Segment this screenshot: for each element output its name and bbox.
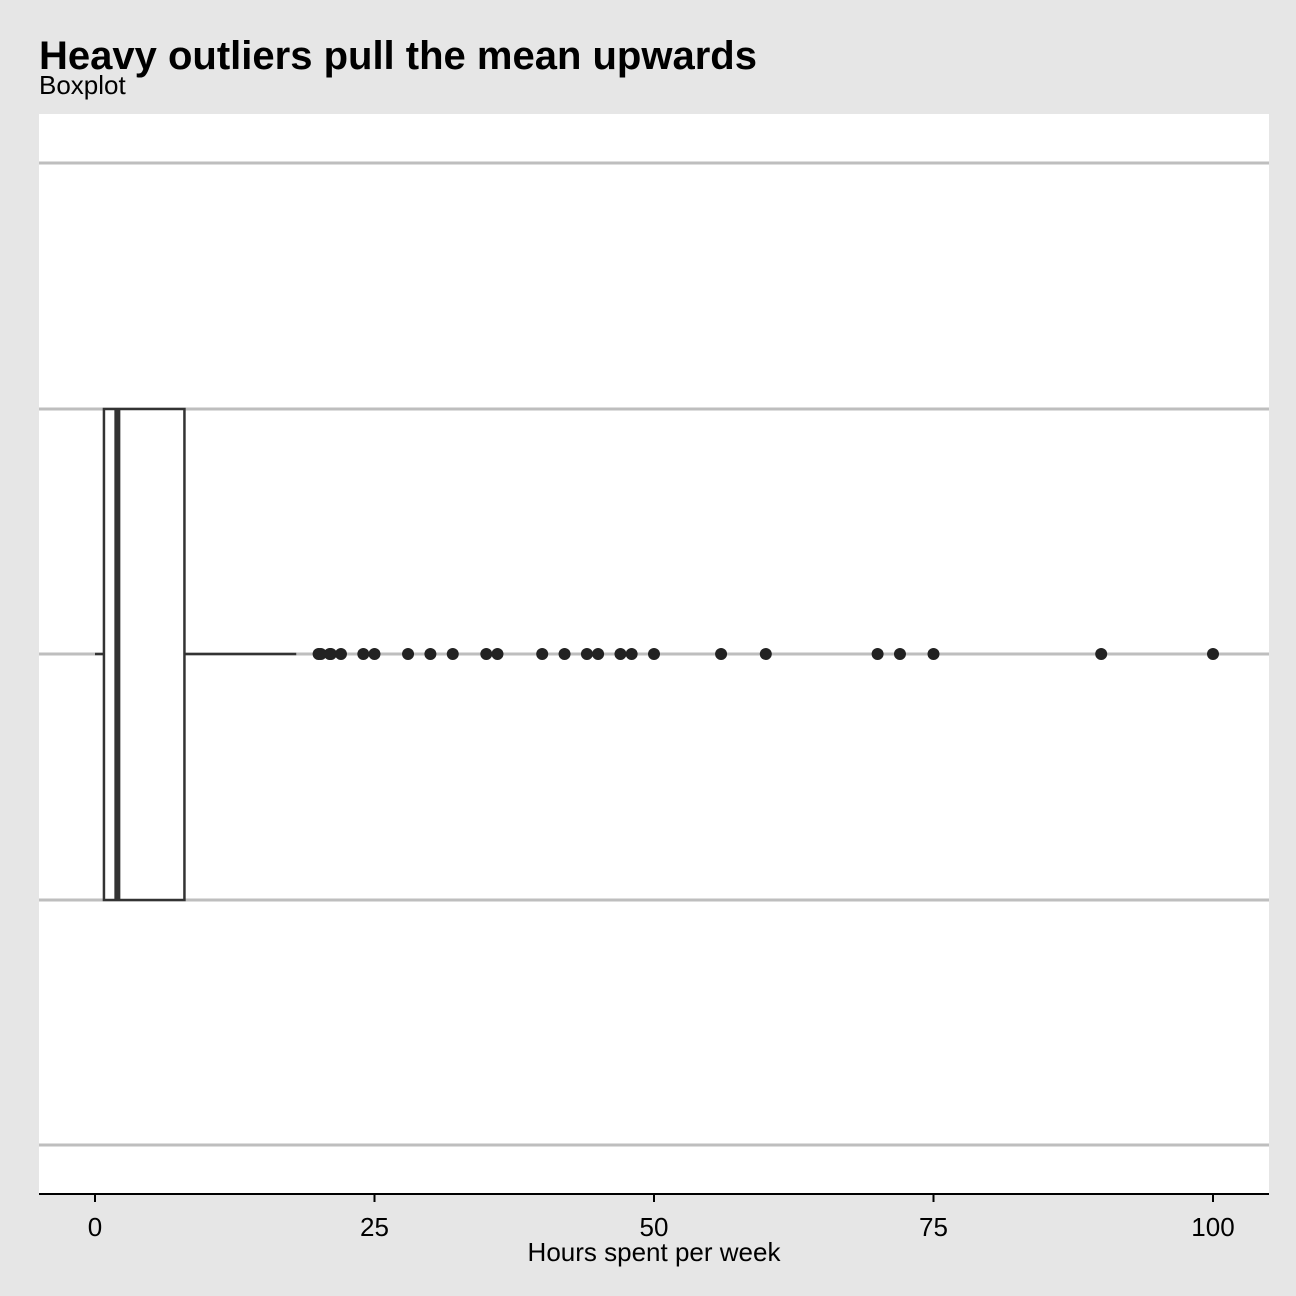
outlier-point-23 (893, 648, 906, 660)
outlier-point-4 (324, 648, 337, 660)
outlier-point-15 (580, 648, 593, 660)
x-tick-label-0: 0 (88, 1212, 102, 1242)
outlier-point-20 (715, 648, 728, 660)
x-axis: 0 25 50 75 100 (39, 1193, 1269, 1242)
outlier-point-2 (314, 648, 327, 660)
x-tick-label-100: 100 (1191, 1212, 1234, 1242)
outlier-point-12 (491, 648, 504, 660)
outlier-point-10 (446, 648, 459, 660)
outlier-point-16 (592, 648, 605, 660)
x-tick-label-25: 25 (360, 1212, 389, 1242)
x-tick-label-50: 50 (640, 1212, 669, 1242)
box-layer (95, 407, 297, 902)
outlier-point-5 (334, 648, 347, 660)
outlier-point-24 (927, 648, 940, 660)
outlier-point-19 (648, 648, 660, 660)
outlier-point-22 (871, 648, 884, 660)
outlier-point-9 (424, 648, 437, 660)
outlier-point-13 (536, 648, 549, 660)
outlier-point-6 (357, 648, 370, 660)
outlier-point-14 (558, 648, 571, 660)
outlier-point-21 (759, 648, 772, 660)
outlier-point-26 (1207, 648, 1219, 660)
outlier-point-7 (368, 648, 381, 660)
chart-subtitle: Boxplot (39, 70, 126, 100)
outlier-point-17 (614, 648, 627, 660)
x-tick-label-75: 75 (919, 1212, 948, 1242)
outlier-point-8 (402, 648, 415, 660)
chart-title: Heavy outliers pull the mean upwards (39, 34, 757, 78)
outlier-point-25 (1095, 648, 1108, 660)
outlier-point-18 (625, 648, 638, 660)
x-axis-title: Hours spent per week (528, 1237, 782, 1267)
outlier-points-layer (312, 648, 1219, 660)
outlier-point-11 (480, 648, 493, 660)
